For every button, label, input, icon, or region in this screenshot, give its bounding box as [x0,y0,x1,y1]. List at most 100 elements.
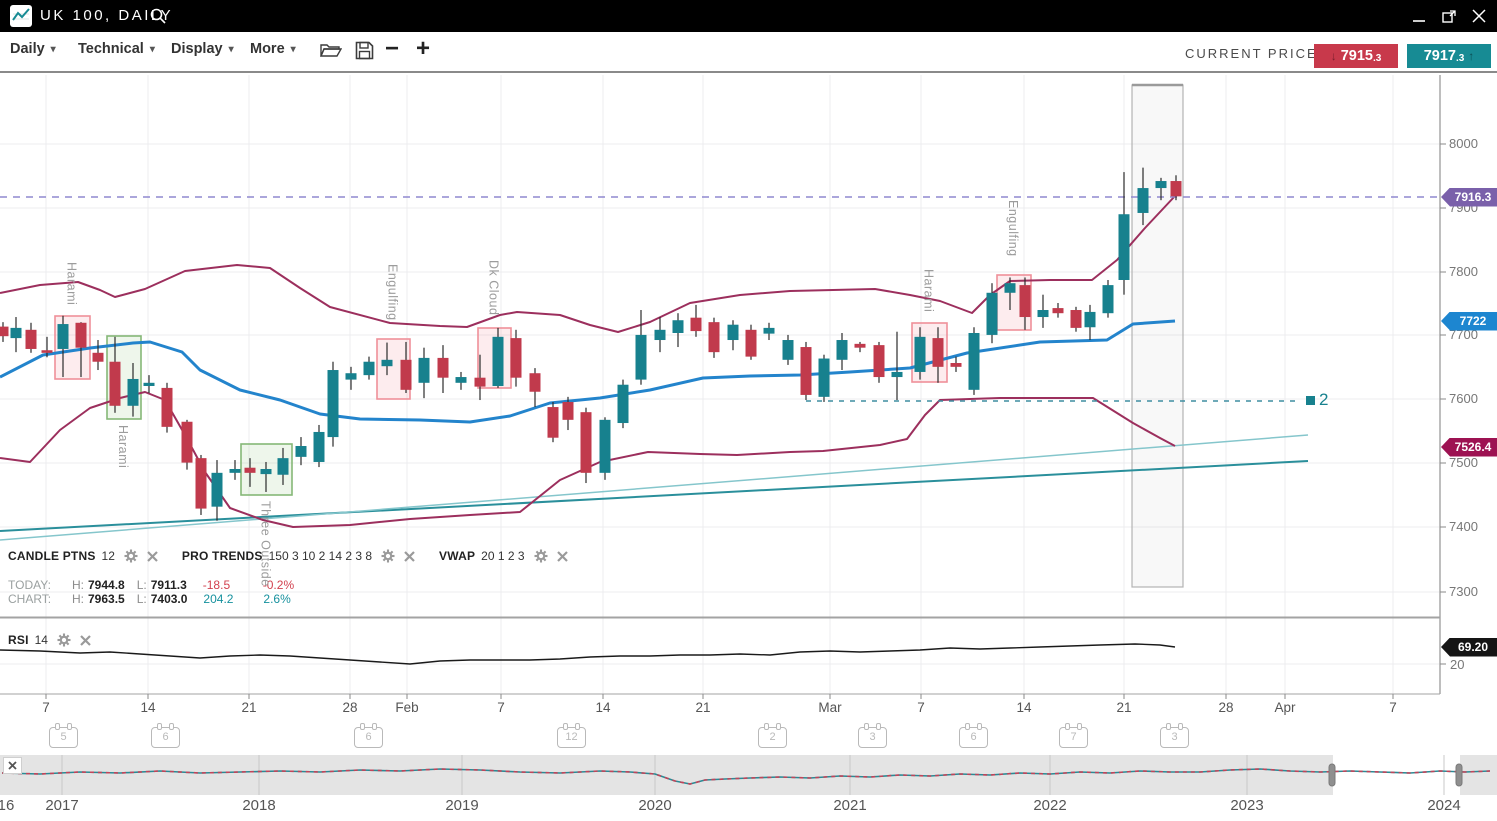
calendar-event-icon[interactable]: 6 [151,723,180,748]
calendar-event-icon[interactable]: 7 [1059,723,1088,748]
minimize-button[interactable] [1411,8,1427,24]
chart-low-label: L: [136,592,147,606]
candle [510,338,522,378]
menu-timeframe-label: Daily [10,41,45,57]
navigator-close-button[interactable] [3,757,22,774]
candle [854,343,866,348]
buy-price-value: 7917 [1423,48,1456,64]
up-arrow-icon: ↑ [1468,49,1475,63]
candle [914,336,926,372]
candle [672,320,684,333]
gear-icon[interactable] [381,549,395,563]
calendar-event-icon[interactable]: 3 [858,723,887,748]
pattern-label: Engulfing [1006,200,1020,257]
gear-icon[interactable] [534,549,548,563]
vwap-line [0,460,1309,532]
x-axis-label: 21 [241,700,257,715]
navigator-year-label: 2019 [445,797,479,814]
candle [345,373,357,380]
calendar-event-icon[interactable]: 12 [557,723,586,748]
candle [1004,283,1016,293]
menu-timeframe[interactable]: Daily ▾ [10,41,56,57]
candle [195,458,207,509]
today-stats-row: TODAY: H: 7944.8 L: 7911.3 -18.5 -0.2% [8,578,307,592]
navigator-handle[interactable] [1328,763,1336,787]
candle [57,324,69,349]
candle [529,373,541,392]
calendar-event-icon[interactable]: 6 [959,723,988,748]
indicator-vwap-params: 20 1 2 3 [481,549,525,563]
chevron-down-icon: ▾ [149,43,155,55]
indicator-rsi-params: 14 [34,633,48,647]
gear-icon[interactable] [57,633,71,647]
price-tag: 7722 [1441,311,1497,331]
candle [986,292,998,335]
open-folder-icon[interactable] [319,41,343,64]
x-axis-label: 7 [42,700,50,715]
candle [617,384,629,424]
calendar-event-icon[interactable]: 5 [49,723,78,748]
trend-marker-square [1306,396,1315,405]
candle [181,421,193,463]
menu-more[interactable]: More ▾ [250,41,296,57]
x-axis-label: 28 [1218,700,1234,715]
app-logo-icon [10,5,32,27]
menu-display[interactable]: Display ▾ [171,41,234,57]
close-icon[interactable] [404,550,415,562]
candle [1070,310,1082,328]
navigator-miniline-red [1,768,1491,785]
candle [690,317,702,332]
close-icon[interactable] [556,550,568,562]
candle [25,329,37,349]
price-axis-label: 7800 [1449,264,1478,279]
indicator-vwap-name: VWAP [439,549,476,563]
zoom-out-button[interactable]: − [385,35,400,62]
candle [127,378,139,406]
x-axis-label: Apr [1274,700,1296,715]
chevron-down-icon: ▾ [50,43,56,55]
popout-button[interactable] [1441,8,1457,24]
search-icon[interactable] [149,7,167,30]
window-title: UK 100, DAILY [40,7,174,24]
calendar-event-icon[interactable]: 2 [758,723,787,748]
menu-display-label: Display [171,41,223,57]
close-icon[interactable] [80,634,91,646]
pattern-label: Harami [64,262,79,306]
candle [547,407,559,438]
gear-icon[interactable] [124,549,138,563]
calendar-event-icon[interactable]: 3 [1160,723,1189,748]
navigator-year-label: 2018 [242,797,276,814]
menu-technical-label: Technical [78,41,144,57]
down-arrow-icon: ↓ [1330,49,1337,63]
save-icon[interactable] [355,41,374,65]
candle [891,371,903,378]
navigator-year-label: 2020 [638,797,672,814]
navigator-handle[interactable] [1455,763,1463,787]
close-icon[interactable] [147,550,158,562]
pattern-label: Three Outside [258,501,273,587]
pattern-label: Dk Cloud [486,260,501,316]
candle [41,350,53,353]
close-button[interactable] [1471,8,1487,24]
calendar-event-icon[interactable]: 6 [354,723,383,748]
zoom-in-button[interactable]: + [416,35,431,62]
menu-more-label: More [250,41,285,57]
indicator-pro-trends-params: 150 3 10 2 14 2 3 8 [268,549,373,563]
chart-low-value: 7403.0 [150,592,188,606]
buy-price-button[interactable]: 7917. 3 ↑ [1407,44,1491,68]
menu-technical[interactable]: Technical ▾ [78,41,155,57]
candle [1137,188,1149,213]
chart-label: CHART: [8,592,52,606]
navigator-year-label: 2023 [1230,797,1264,814]
candle [763,327,775,334]
today-low-value: 7911.3 [150,578,187,592]
bollinger-upper-band [0,195,1176,333]
pattern-label: Harami [921,269,936,313]
price-axis-label: 7500 [1449,455,1478,470]
sell-price-value: 7915 [1340,48,1373,64]
candle [277,458,289,475]
sell-price-button[interactable]: ↓ 7915. 3 [1314,44,1398,68]
indicator-candle-ptns-name: CANDLE PTNS [8,549,96,563]
candle [474,377,486,387]
navigator-year-label: 2022 [1033,797,1067,814]
